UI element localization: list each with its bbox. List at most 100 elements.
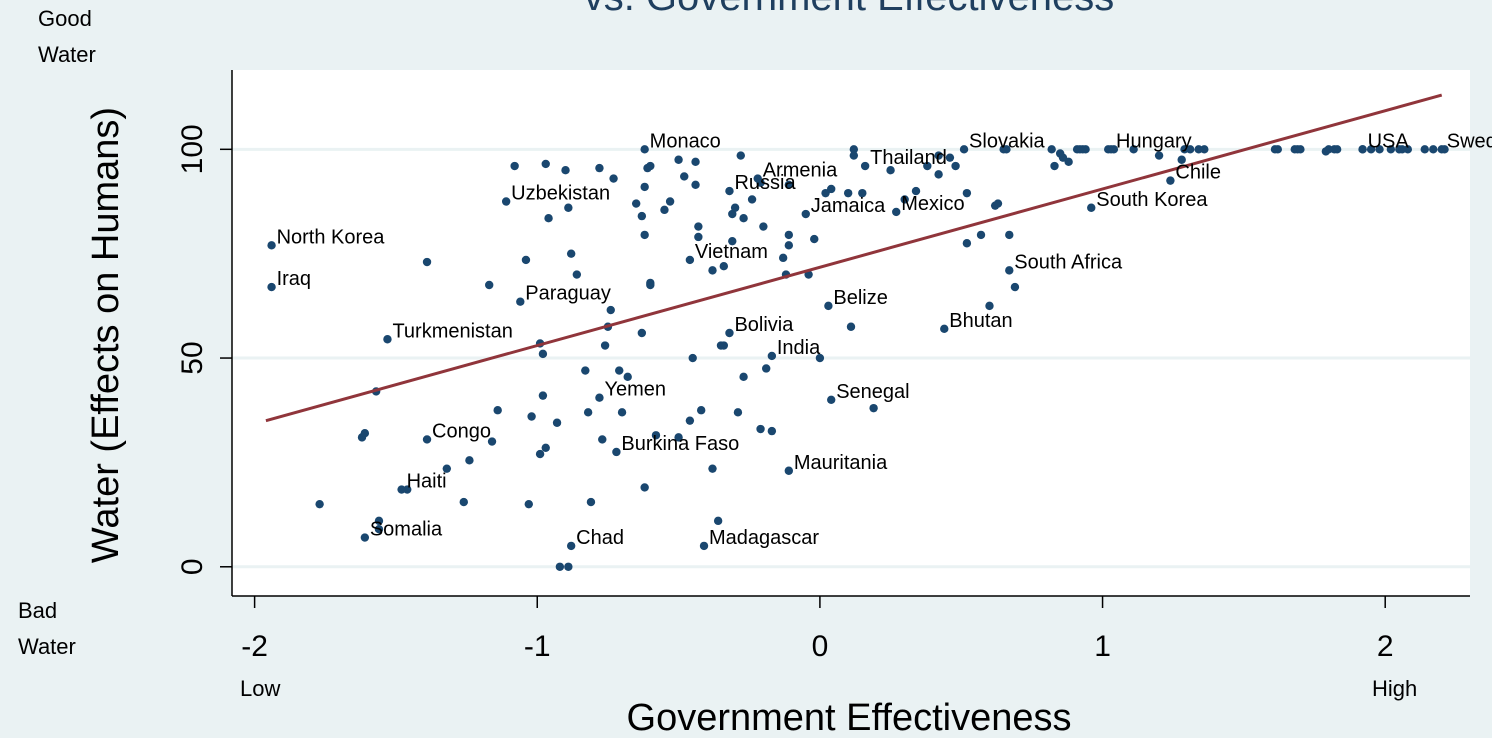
data-point bbox=[934, 170, 943, 179]
data-point bbox=[691, 180, 700, 190]
data-point bbox=[849, 145, 859, 154]
data-point-labeled bbox=[725, 328, 734, 338]
point-label: Senegal bbox=[836, 381, 909, 403]
data-point bbox=[541, 443, 550, 453]
axes bbox=[231, 70, 1470, 597]
data-point bbox=[739, 372, 748, 382]
data-point bbox=[637, 211, 647, 221]
data-point-labeled bbox=[1106, 145, 1116, 154]
point-label: Chile bbox=[1175, 162, 1221, 184]
point-label: Paraguay bbox=[525, 283, 611, 305]
data-point bbox=[694, 232, 703, 242]
data-point bbox=[1081, 145, 1090, 154]
data-point bbox=[544, 213, 553, 223]
fit-line bbox=[265, 93, 1443, 423]
y-tick-label: 50 bbox=[176, 341, 209, 374]
data-point bbox=[660, 205, 669, 215]
chart-title: vs. Government Effectiveness bbox=[584, 0, 1115, 19]
data-point bbox=[374, 525, 384, 534]
data-point-labeled bbox=[940, 324, 949, 334]
data-point bbox=[465, 456, 474, 465]
data-point bbox=[849, 151, 859, 160]
data-point-labeled bbox=[397, 485, 406, 494]
data-point bbox=[581, 366, 590, 375]
data-point bbox=[1273, 145, 1282, 154]
point-label: Yemen bbox=[604, 379, 666, 401]
data-point bbox=[640, 230, 649, 240]
y-top-label-line2: Water bbox=[38, 42, 96, 67]
data-point bbox=[759, 222, 768, 231]
data-point-labeled bbox=[1087, 203, 1096, 212]
data-point bbox=[538, 349, 548, 359]
data-point bbox=[631, 199, 641, 208]
data-point bbox=[951, 161, 960, 171]
data-point bbox=[640, 483, 649, 492]
data-point-labeled bbox=[1166, 176, 1175, 185]
point-label: Uzbekistan bbox=[511, 183, 610, 205]
x-axis-title: Government Effectiveness bbox=[627, 697, 1072, 738]
data-point bbox=[1386, 145, 1396, 154]
x-high-label: High bbox=[1372, 676, 1417, 701]
data-point bbox=[640, 182, 649, 192]
data-point bbox=[713, 516, 723, 526]
data-point bbox=[1403, 145, 1413, 154]
data-point bbox=[552, 418, 562, 427]
data-point-labeled bbox=[1005, 266, 1014, 275]
point-label: Sweden bbox=[1447, 130, 1492, 152]
point-label: Slovakia bbox=[969, 130, 1045, 152]
point-label: Jamaica bbox=[811, 195, 886, 217]
data-point bbox=[719, 341, 729, 350]
data-point bbox=[843, 188, 853, 198]
data-point bbox=[993, 199, 1003, 208]
data-point bbox=[784, 230, 794, 240]
data-point bbox=[315, 499, 324, 509]
data-point bbox=[609, 174, 618, 183]
x-low-label: Low bbox=[240, 676, 280, 701]
data-point-labeled bbox=[516, 297, 525, 306]
point-label: Somalia bbox=[370, 519, 443, 541]
data-point bbox=[784, 180, 794, 190]
point-label: Bhutan bbox=[949, 310, 1012, 332]
data-point bbox=[945, 153, 955, 162]
data-point bbox=[1185, 145, 1195, 154]
data-point bbox=[572, 270, 582, 279]
point-label: Thailand bbox=[870, 147, 947, 169]
data-point bbox=[694, 222, 703, 231]
point-label: South Korea bbox=[1096, 189, 1208, 211]
data-point bbox=[600, 341, 610, 350]
data-point bbox=[1129, 145, 1138, 154]
data-point bbox=[1177, 155, 1186, 164]
data-point bbox=[810, 234, 819, 244]
data-point-labeled bbox=[725, 186, 734, 196]
data-point bbox=[617, 408, 627, 417]
y-bottom-label-line2: Water bbox=[18, 634, 76, 659]
point-label: India bbox=[777, 337, 821, 359]
data-point-labeled bbox=[267, 241, 276, 250]
x-tick-label: -1 bbox=[524, 630, 551, 663]
point-label: Iraq bbox=[277, 268, 311, 290]
data-point-labeled bbox=[640, 145, 649, 154]
labeled-points: North Korea Iraq Turkmenistan Congo Haiti Som… bbox=[267, 130, 1492, 551]
data-point bbox=[487, 437, 497, 446]
data-point bbox=[583, 408, 593, 417]
data-point bbox=[510, 161, 519, 171]
data-point bbox=[422, 257, 432, 267]
data-point bbox=[747, 195, 757, 204]
data-point bbox=[493, 406, 502, 415]
data-point bbox=[1005, 230, 1014, 240]
data-point-labeled bbox=[767, 351, 777, 361]
data-point bbox=[827, 184, 836, 194]
x-tick-label: -2 bbox=[241, 630, 268, 663]
data-point bbox=[564, 562, 573, 571]
y-axis-title: Water (Effects on Humans) bbox=[85, 107, 127, 563]
data-point bbox=[637, 328, 647, 338]
data-point bbox=[962, 239, 972, 248]
data-point-labeled bbox=[566, 541, 576, 551]
x-ticks: -2 -1 0 1 2 bbox=[241, 596, 1394, 663]
x-tick-label: 1 bbox=[1094, 630, 1111, 663]
data-point bbox=[976, 230, 986, 240]
data-point bbox=[535, 449, 545, 459]
point-label: Russia bbox=[734, 172, 796, 194]
data-point bbox=[784, 241, 794, 250]
